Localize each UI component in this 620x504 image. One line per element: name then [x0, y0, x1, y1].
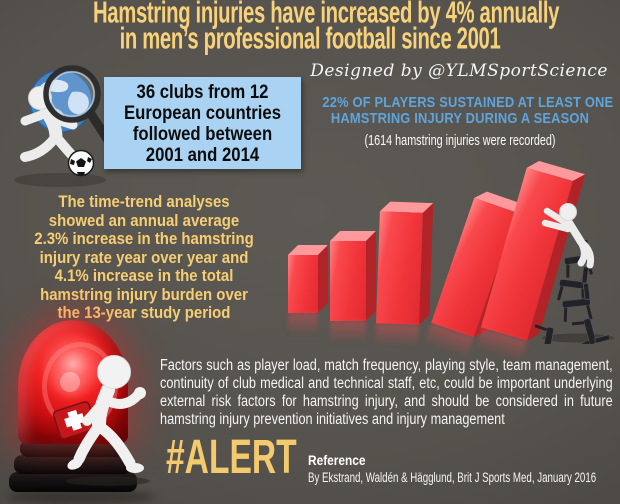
bar-refl — [330, 321, 366, 347]
trend-line: 4.1% increase in the total — [54, 266, 234, 285]
bar-front — [376, 211, 423, 325]
title-line-2: in men’s professional football since 200… — [119, 22, 501, 56]
study-scope-box: 36 clubs from 12 European countries foll… — [104, 77, 301, 169]
stat-subtext-line: (1614 hamstring injuries were recorded) — [364, 132, 556, 149]
first-aid-kit-icon — [52, 401, 97, 440]
football-icon — [67, 149, 95, 177]
bar-refl — [375, 323, 419, 351]
study-box-line: 36 clubs from 12 — [136, 82, 269, 103]
alert-hashtag: #ALERT — [166, 431, 297, 484]
bar-front — [330, 241, 366, 321]
bar-side — [318, 245, 328, 313]
running-medic-icon — [52, 355, 150, 486]
siren-base — [20, 440, 126, 457]
footballer-globe-icon — [14, 65, 116, 187]
bar-refl — [288, 313, 318, 339]
title-line-1: Hamstring injuries have increased by 4% … — [93, 0, 560, 30]
trend-line: the 13-year study period — [57, 303, 231, 322]
trend-line: hamstring injury burden over — [40, 284, 248, 304]
siren-shadow — [6, 490, 156, 504]
reference-citation: By Ekstrand, Waldén & Hägglund, Brit J S… — [308, 470, 597, 485]
ground-shadow — [14, 173, 106, 187]
stat-headline-line-1: 22% OF PLAYERS SUSTAINED AT LEAST ONE — [322, 94, 614, 111]
trend-line: injury rate year over year and — [39, 247, 249, 267]
medic-figure — [67, 355, 146, 473]
siren-bulb — [60, 372, 80, 392]
stat-headline: 22% OF PLAYERS SUSTAINED AT LEAST ONE HA… — [300, 95, 620, 127]
stacked-chairs-icon — [534, 239, 611, 344]
chair-climber-icon — [534, 203, 614, 344]
chart-bar — [375, 201, 434, 351]
chart-bar — [330, 231, 376, 347]
bar-chart-illustration — [280, 160, 620, 366]
trend-line: 2.3% increase in the hamstring — [34, 229, 254, 248]
stat-subtext: (1614 hamstring injuries were recorded) — [300, 132, 620, 149]
study-box-line: followed between — [132, 124, 273, 145]
bar-front — [288, 255, 318, 313]
study-box-line: European countries — [123, 103, 281, 124]
climber-figure — [541, 203, 595, 269]
bar-side — [366, 231, 376, 321]
trend-line: showed an annual average — [48, 210, 240, 230]
trend-analysis-text: The time-trend analyses showed an annual… — [0, 192, 288, 323]
stat-headline-line-2: HAMSTRING INJURY DURING A SEASON — [330, 110, 590, 127]
reference-label: Reference — [308, 452, 366, 468]
page-title: Hamstring injuries have increased by 4% … — [0, 0, 620, 56]
factors-paragraph: Factors such as player load, match frequ… — [160, 357, 613, 428]
study-box-line: 2001 and 2014 — [145, 145, 260, 166]
designer-credit: Designed by @YLMSportScience — [310, 61, 608, 81]
trend-line: The time-trend analyses — [58, 192, 230, 211]
chart-bar — [288, 245, 328, 339]
